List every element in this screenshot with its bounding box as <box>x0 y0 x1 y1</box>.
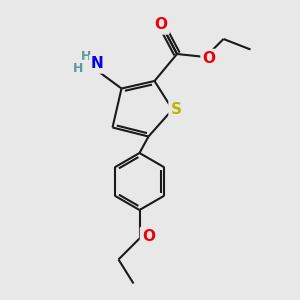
Text: O: O <box>154 17 168 32</box>
Text: H: H <box>81 50 92 63</box>
Text: N: N <box>91 56 104 71</box>
Text: O: O <box>202 51 216 66</box>
Text: H: H <box>73 61 83 75</box>
Text: O: O <box>142 229 155 244</box>
Text: S: S <box>171 102 182 117</box>
